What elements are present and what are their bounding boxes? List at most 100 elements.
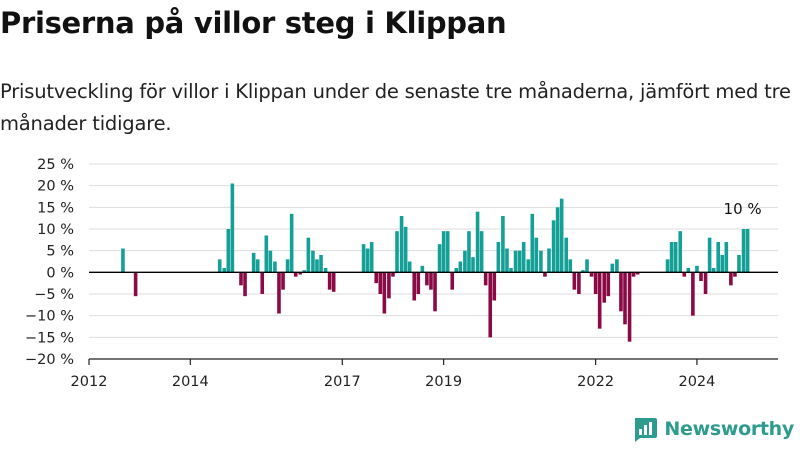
bar [559, 198, 564, 273]
gridlines [89, 163, 778, 338]
bar [255, 259, 260, 273]
x-tick-label: 2014 [172, 374, 209, 390]
bar [501, 216, 505, 273]
bar [471, 257, 475, 273]
y-axis-ticks: 25 % 20 % 15 % 10 % 5 % 0 % −5 % −10 % −15 % −20 … [25, 157, 74, 368]
y-tick-label: 10 % [37, 222, 74, 238]
bar [285, 259, 290, 273]
bar [273, 261, 277, 273]
bar [564, 237, 569, 273]
bar [391, 272, 395, 277]
bar [369, 242, 374, 273]
bar [454, 268, 459, 273]
bar [293, 272, 298, 277]
bar [374, 272, 379, 284]
bar [416, 272, 421, 294]
bar [403, 226, 408, 273]
bar [483, 272, 488, 286]
bar [243, 272, 247, 297]
bar [539, 250, 543, 273]
bar [387, 272, 391, 299]
bar [505, 248, 509, 273]
x-axis-ticks: 2012 2014 2017 2019 2022 2024 [71, 359, 715, 390]
bar [635, 272, 640, 275]
y-tick-label: 0 % [46, 265, 74, 281]
bar [121, 248, 125, 273]
bar [729, 272, 733, 286]
x-tick-label: 2012 [71, 374, 108, 390]
bar [682, 272, 687, 277]
bar [547, 248, 551, 273]
bar [378, 272, 383, 294]
bar [302, 270, 307, 273]
bar [615, 259, 619, 273]
bar [260, 272, 265, 294]
newsworthy-logo: Newsworthy [632, 416, 794, 442]
bar [720, 255, 725, 273]
bar [521, 242, 526, 273]
bar [517, 250, 522, 273]
bar [534, 237, 539, 273]
bar [488, 272, 493, 338]
bar [425, 272, 429, 286]
bars [121, 183, 750, 342]
bar [589, 272, 594, 277]
bar [619, 272, 623, 312]
bar [264, 235, 269, 273]
x-tick-label: 2022 [577, 374, 614, 390]
bar [707, 237, 712, 273]
bar [407, 261, 412, 273]
chart-subtitle: Prisutveckling för villor i Klippan unde… [0, 80, 791, 135]
bar [509, 268, 513, 273]
bar [606, 272, 611, 297]
bar [724, 242, 729, 273]
bar [597, 272, 602, 329]
bar [217, 259, 222, 273]
brand-name: Newsworthy [664, 418, 794, 440]
bar [513, 250, 518, 273]
bar [268, 250, 273, 273]
y-tick-label: 25 % [37, 157, 74, 173]
bar [703, 272, 708, 294]
bar [543, 272, 547, 277]
bar [733, 272, 737, 277]
bar [673, 242, 678, 273]
bar [458, 261, 463, 273]
newsworthy-logo-icon [635, 418, 658, 442]
bar [395, 231, 399, 273]
bar [745, 229, 750, 273]
bar [623, 272, 627, 325]
bar [716, 242, 721, 273]
bar [311, 250, 315, 273]
bar [585, 259, 589, 273]
bar [437, 244, 442, 273]
bar [226, 229, 231, 273]
x-tick-label: 2024 [678, 374, 715, 390]
bar [463, 250, 467, 273]
y-tick-label: −15 % [25, 330, 74, 346]
bar [319, 255, 323, 273]
bar [467, 231, 471, 273]
bar [289, 213, 294, 273]
bar [602, 272, 607, 303]
bar [306, 237, 311, 273]
bar [361, 244, 366, 273]
bar [479, 231, 484, 273]
bar [610, 263, 615, 273]
bar [530, 213, 535, 273]
bar [572, 272, 577, 290]
bar [686, 268, 691, 273]
y-tick-label: 5 % [46, 244, 74, 260]
bar [568, 259, 573, 273]
bar [445, 231, 450, 273]
bar [496, 242, 501, 273]
bar [669, 242, 674, 273]
x-tick-label: 2017 [324, 374, 361, 390]
bar [581, 270, 585, 273]
bar [399, 216, 404, 273]
bar [627, 272, 632, 342]
bar [277, 272, 281, 314]
bar [526, 259, 531, 273]
y-tick-label: 15 % [37, 200, 74, 216]
